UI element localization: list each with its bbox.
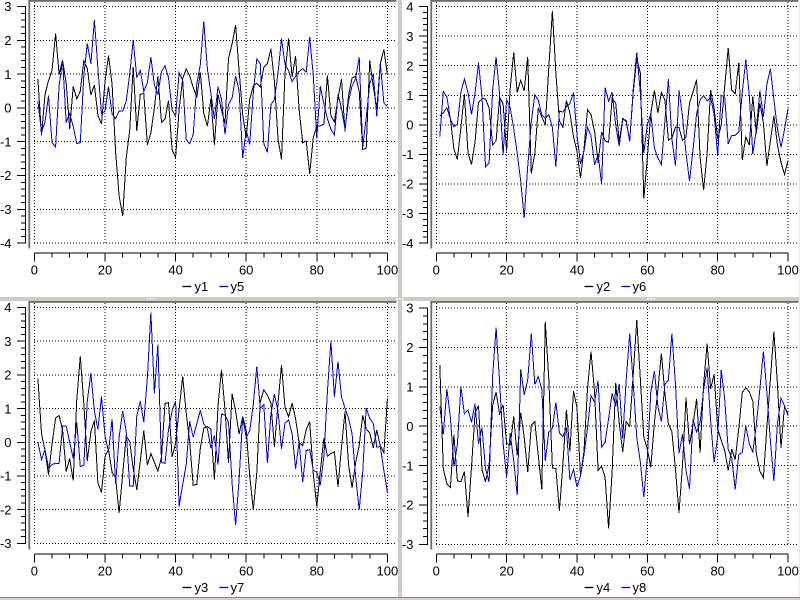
svg-text:y4: y4	[597, 580, 611, 595]
svg-text:-1: -1	[0, 469, 12, 484]
svg-text:60: 60	[640, 564, 654, 579]
svg-text:y6: y6	[633, 279, 647, 294]
svg-text:-4: -4	[0, 236, 12, 251]
svg-text:100: 100	[777, 564, 799, 579]
svg-text:3: 3	[406, 301, 413, 316]
svg-text:2: 2	[4, 33, 11, 48]
svg-text:40: 40	[168, 564, 182, 579]
svg-text:20: 20	[499, 263, 513, 278]
svg-text:3: 3	[406, 29, 413, 44]
svg-text:1: 1	[406, 380, 413, 395]
svg-text:80: 80	[710, 564, 724, 579]
svg-text:40: 40	[168, 263, 182, 278]
svg-text:-2: -2	[0, 168, 12, 183]
svg-text:3: 3	[4, 334, 11, 349]
svg-text:-1: -1	[402, 147, 414, 162]
svg-text:-2: -2	[402, 177, 414, 192]
svg-text:20: 20	[499, 564, 513, 579]
svg-text:80: 80	[310, 564, 324, 579]
svg-text:-1: -1	[402, 458, 414, 473]
svg-text:20: 20	[98, 263, 112, 278]
svg-text:0: 0	[31, 564, 38, 579]
svg-text:-2: -2	[0, 502, 12, 517]
svg-text:y3: y3	[195, 580, 209, 595]
svg-text:40: 40	[570, 564, 584, 579]
svg-text:1: 1	[4, 67, 11, 82]
svg-text:-3: -3	[0, 536, 12, 551]
svg-text:y2: y2	[597, 279, 611, 294]
svg-text:4: 4	[4, 301, 11, 315]
svg-text:60: 60	[239, 564, 253, 579]
svg-text:2: 2	[406, 58, 413, 73]
svg-text:60: 60	[640, 263, 654, 278]
svg-text:100: 100	[777, 263, 799, 278]
svg-text:100: 100	[377, 263, 398, 278]
svg-text:0: 0	[406, 118, 413, 133]
svg-text:0: 0	[4, 435, 11, 450]
svg-text:y7: y7	[231, 580, 245, 595]
svg-text:0: 0	[31, 263, 38, 278]
svg-text:0: 0	[433, 564, 440, 579]
svg-text:0: 0	[433, 263, 440, 278]
svg-text:80: 80	[310, 263, 324, 278]
svg-text:60: 60	[239, 263, 253, 278]
svg-text:y5: y5	[231, 279, 245, 294]
svg-text:2: 2	[406, 340, 413, 355]
svg-text:100: 100	[377, 564, 398, 579]
svg-text:80: 80	[710, 263, 724, 278]
svg-text:20: 20	[98, 564, 112, 579]
svg-text:0: 0	[4, 101, 11, 116]
svg-text:3: 3	[4, 0, 11, 14]
svg-text:1: 1	[406, 88, 413, 103]
svg-text:-4: -4	[402, 236, 414, 251]
svg-text:0: 0	[406, 419, 413, 434]
svg-text:1: 1	[4, 401, 11, 416]
svg-text:-3: -3	[402, 537, 414, 552]
svg-text:y1: y1	[195, 279, 209, 294]
svg-text:2: 2	[4, 368, 11, 383]
svg-text:40: 40	[570, 263, 584, 278]
svg-text:-1: -1	[0, 134, 12, 149]
svg-text:4: 4	[406, 0, 413, 14]
svg-text:-2: -2	[402, 498, 414, 513]
svg-text:y8: y8	[633, 580, 647, 595]
svg-text:-3: -3	[402, 206, 414, 221]
svg-text:-3: -3	[0, 202, 12, 217]
